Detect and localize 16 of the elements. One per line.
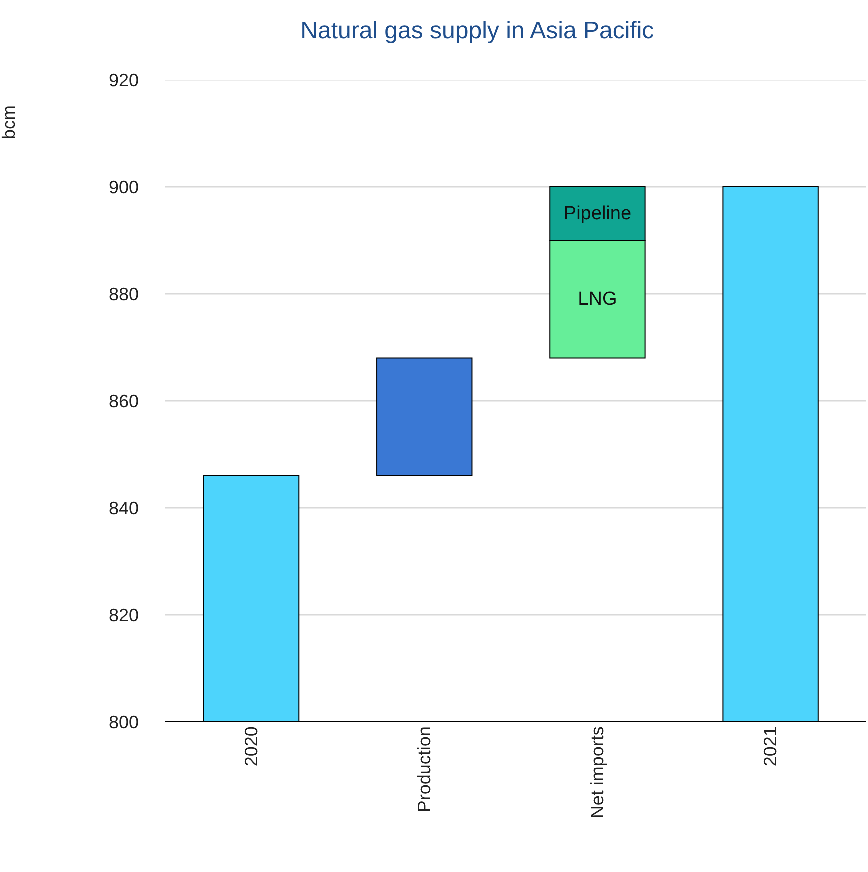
x-tick-label: 2020 bbox=[241, 726, 262, 767]
bar bbox=[376, 358, 473, 476]
x-tick-label: Net imports bbox=[588, 726, 608, 819]
series-label: LNG bbox=[578, 288, 618, 310]
y-tick-label: 900 bbox=[108, 177, 139, 198]
x-tick-label: Production bbox=[414, 726, 434, 813]
y-tick-label: 820 bbox=[108, 605, 139, 626]
y-tick-label: 860 bbox=[108, 391, 139, 412]
x-tick-label: 2021 bbox=[760, 726, 781, 767]
y-tick-label: 800 bbox=[108, 712, 139, 732]
y-tick-label: 920 bbox=[108, 70, 139, 90]
y-tick-label: 880 bbox=[108, 284, 139, 304]
y-axis-title: bcm bbox=[0, 106, 19, 140]
chart-title: Natural gas supply in Asia Pacific bbox=[300, 18, 654, 45]
y-tick-label: 840 bbox=[108, 498, 139, 518]
series-label: Pipeline bbox=[564, 203, 632, 224]
